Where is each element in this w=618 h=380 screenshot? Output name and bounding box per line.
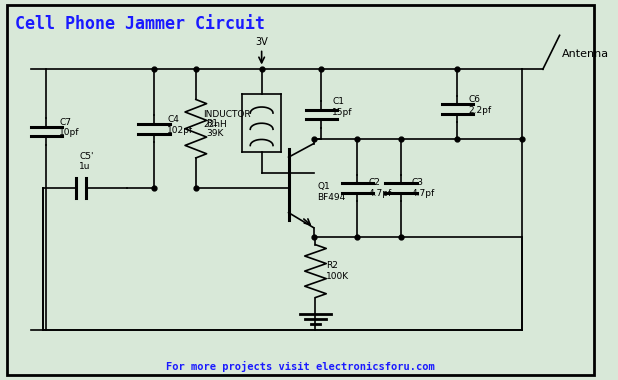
Text: C4
102pf: C4 102pf: [167, 115, 193, 135]
Text: Cell Phone Jammer Circuit: Cell Phone Jammer Circuit: [15, 14, 265, 33]
Text: C5'
1u: C5' 1u: [79, 152, 94, 171]
Text: C7
10pf: C7 10pf: [59, 118, 80, 138]
Text: 3V: 3V: [255, 37, 268, 47]
Text: C3
4.7pf: C3 4.7pf: [412, 179, 435, 198]
Text: For more projects visit electronicsforu.com: For more projects visit electronicsforu.…: [166, 361, 435, 372]
Text: Antenna: Antenna: [562, 49, 609, 59]
Text: R2
100K: R2 100K: [326, 261, 349, 281]
Text: C6
2.2pf: C6 2.2pf: [468, 95, 491, 115]
Text: R1
39K: R1 39K: [206, 119, 224, 138]
Text: C2
4.7pf: C2 4.7pf: [368, 179, 391, 198]
Text: Q1
BF494: Q1 BF494: [317, 182, 345, 201]
Text: C1
15pf: C1 15pf: [332, 97, 353, 117]
Text: INDUCTOR
22nH: INDUCTOR 22nH: [203, 109, 251, 129]
